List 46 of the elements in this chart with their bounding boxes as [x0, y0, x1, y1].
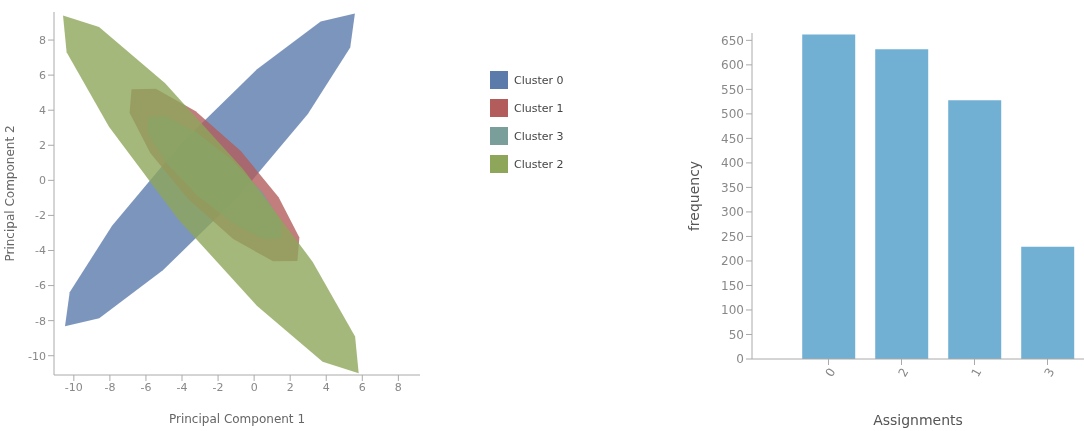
y-tick-label: 100 [721, 303, 744, 318]
x-axis-title: Assignments [873, 412, 963, 428]
y-tick-label: 6 [39, 69, 46, 83]
x-tick-label: 6 [358, 380, 366, 394]
y-tick-label: 650 [721, 33, 744, 48]
y-tick-label: 350 [721, 180, 744, 195]
y-tick-label: 0 [39, 174, 46, 188]
x-tick-label: -6 [140, 380, 152, 394]
legend-label: Cluster 3 [514, 129, 564, 143]
legend-label: Cluster 0 [514, 73, 564, 87]
x-tick-label: 8 [394, 380, 402, 394]
y-axis-title: frequency [685, 160, 702, 232]
x-tick-label: -8 [104, 380, 116, 394]
y-tick-label: 200 [721, 254, 744, 269]
y-tick-label: 8 [39, 33, 46, 47]
x-tick-label: -4 [176, 380, 188, 394]
y-tick-label: -10 [28, 349, 46, 363]
legend-label: Cluster 2 [514, 157, 564, 171]
x-tick-label: 2 [286, 380, 294, 394]
y-tick-label: -6 [35, 279, 46, 293]
y-tick-label: 300 [721, 205, 744, 220]
y-tick-label: -2 [35, 209, 46, 223]
y-tick-label: 250 [721, 229, 744, 244]
x-tick-label: 4 [322, 380, 330, 394]
y-tick-label: 50 [728, 327, 744, 342]
x-tick-label: -10 [64, 380, 83, 394]
x-tick-label: 3 [1041, 365, 1058, 380]
y-tick-label: 150 [721, 278, 744, 293]
y-tick-label: -8 [35, 314, 46, 328]
y-tick-label: 550 [721, 82, 744, 97]
y-tick-label: 2 [39, 139, 46, 153]
x-tick-label: 0 [250, 380, 258, 394]
legend-label: Cluster 1 [514, 101, 564, 115]
y-tick-label: 500 [721, 107, 744, 122]
x-tick-label: 1 [968, 365, 985, 380]
x-tick-label: 0 [822, 365, 839, 380]
y-axis-title: Principal Component 2 [3, 125, 18, 262]
y-tick-label: 4 [39, 104, 46, 118]
x-tick-label: -2 [212, 380, 224, 394]
y-tick-label: 600 [721, 58, 744, 73]
y-tick-label: 400 [721, 156, 744, 171]
y-tick-label: 450 [721, 131, 744, 146]
y-tick-label: -4 [35, 244, 46, 258]
y-tick-label: 0 [736, 352, 744, 367]
x-axis-title: Principal Component 1 [168, 412, 306, 426]
x-tick-label: 2 [895, 365, 912, 380]
